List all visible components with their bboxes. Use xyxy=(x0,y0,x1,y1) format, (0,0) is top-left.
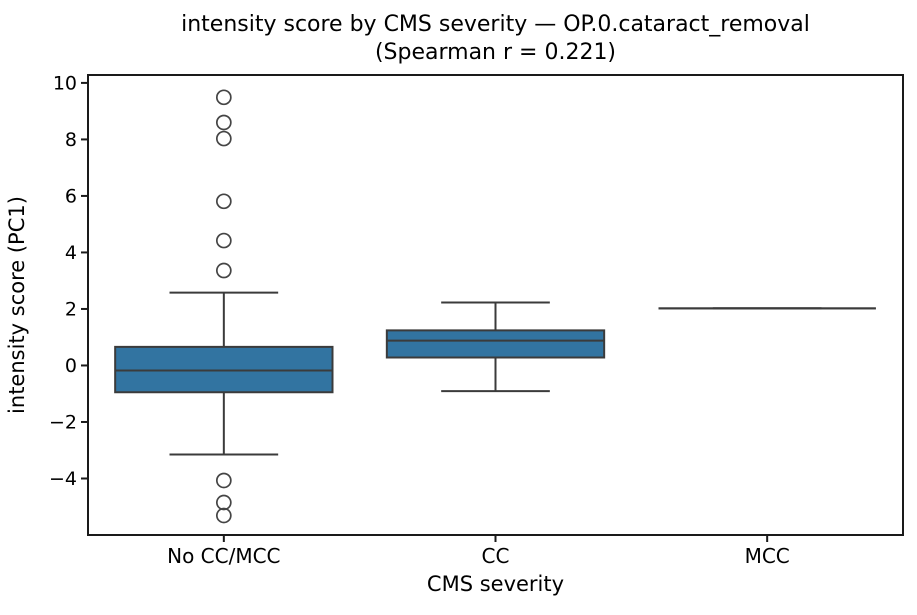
chart-title-line1: intensity score by CMS severity — OP.0.c… xyxy=(181,12,810,37)
y-axis: 10 8 6 4 2 0 −2 −4 xyxy=(49,73,88,490)
outlier-point xyxy=(215,232,232,249)
y-tick-label: −2 xyxy=(49,412,77,434)
box-group-1 xyxy=(385,301,606,393)
outlier-point xyxy=(215,130,232,147)
box-series xyxy=(114,89,876,524)
y-tick-label: 6 xyxy=(65,186,77,208)
box xyxy=(385,329,606,359)
x-axis-label: CMS severity xyxy=(427,572,564,596)
box-group-0 xyxy=(114,89,334,524)
outlier-point xyxy=(215,89,232,106)
y-tick-label: 0 xyxy=(65,355,77,377)
outlier-point xyxy=(215,114,232,131)
y-tick-label: 10 xyxy=(53,73,77,95)
x-axis: No CC/MCC CC MCC xyxy=(167,535,790,568)
outlier-point xyxy=(215,262,232,279)
y-tick-label: 8 xyxy=(65,129,77,151)
y-tick-label: 4 xyxy=(65,242,77,264)
y-axis-label: intensity score (PC1) xyxy=(5,196,29,414)
x-tick-label: No CC/MCC xyxy=(167,544,280,568)
outlier-point xyxy=(215,193,232,210)
x-tick-label: MCC xyxy=(745,544,790,568)
x-tick-label: CC xyxy=(482,544,510,568)
plot-border xyxy=(87,74,904,536)
outlier-point xyxy=(215,507,232,524)
chart-title-line2: (Spearman r = 0.221) xyxy=(375,40,616,65)
outlier-point xyxy=(215,494,232,511)
outlier-point xyxy=(215,472,232,489)
y-tick-label: 2 xyxy=(65,299,77,321)
y-tick-label: −4 xyxy=(49,468,77,490)
